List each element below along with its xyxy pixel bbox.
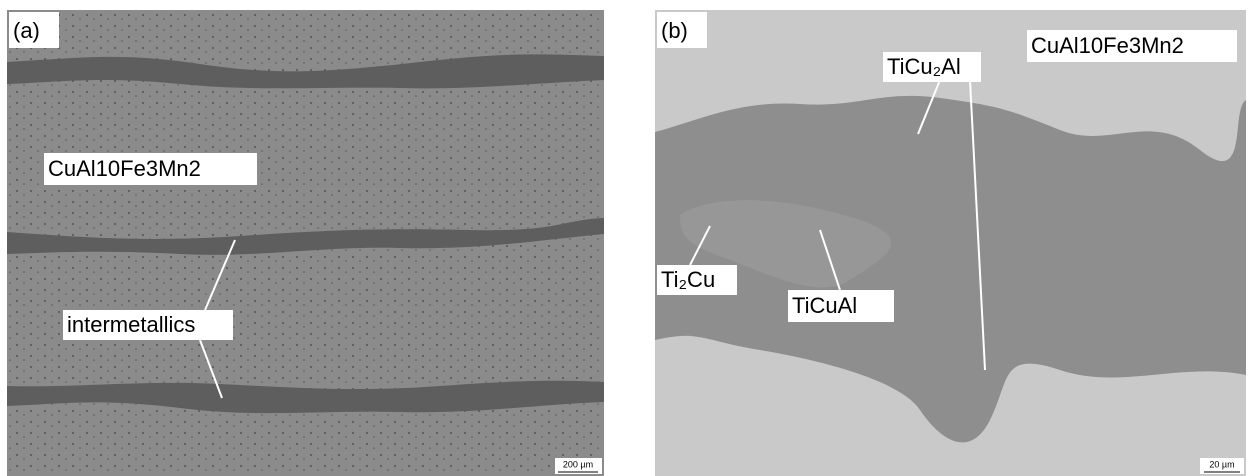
annotation: TiCu₂Al [887,54,961,79]
panel-label: (a) [13,18,40,43]
annotation: Ti₂Cu [661,267,715,292]
panel-b: (b) CuAl10Fe3Mn2 TiCu₂Al Ti₂Cu TiCuAl 20… [655,10,1246,476]
panel-label: (b) [661,18,688,43]
panel-a: (a) CuAl10Fe3Mn2 intermetallics 200 µm [7,10,604,476]
scale-bar-label: 20 µm [1209,459,1234,469]
annotation: CuAl10Fe3Mn2 [1031,33,1184,58]
scale-bar-label: 200 µm [563,459,593,469]
annotation: CuAl10Fe3Mn2 [48,156,201,181]
page: (a) CuAl10Fe3Mn2 intermetallics 200 µm (… [0,0,1252,476]
annotation: intermetallics [67,312,195,337]
annotation: TiCuAl [792,293,857,318]
figure: (a) CuAl10Fe3Mn2 intermetallics 200 µm (… [0,0,1252,476]
